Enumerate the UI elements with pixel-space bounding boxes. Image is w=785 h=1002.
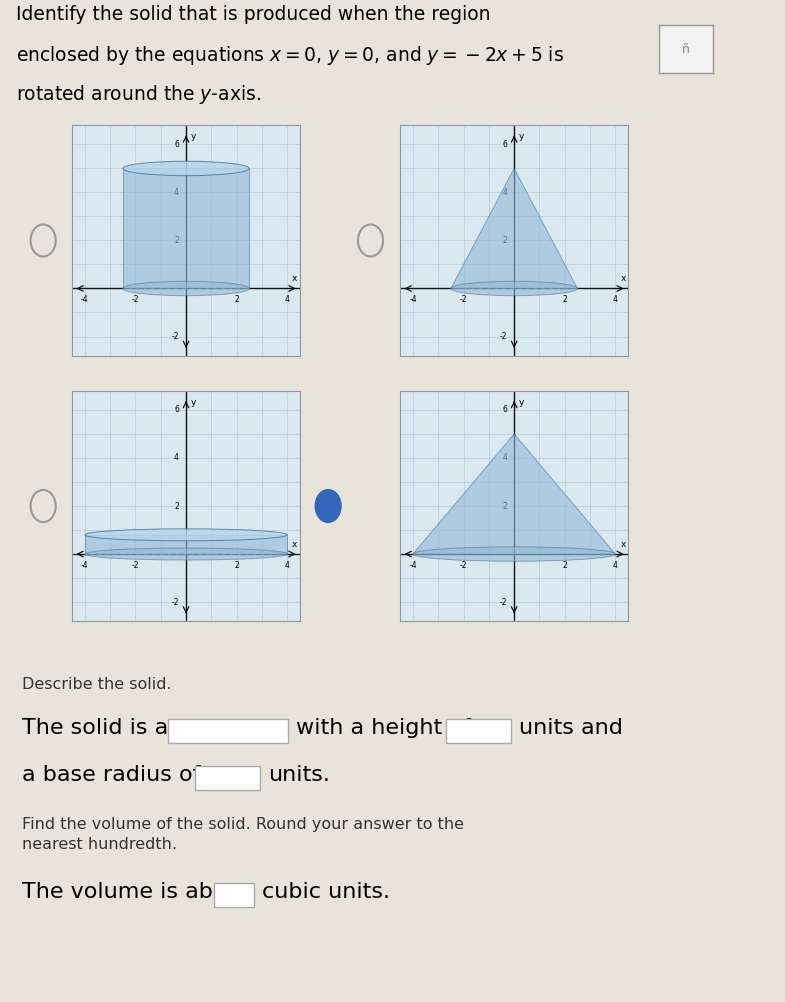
Text: y: y [519, 398, 524, 407]
Text: y: y [519, 132, 524, 141]
Text: -2: -2 [171, 597, 179, 606]
Text: 4: 4 [613, 296, 618, 305]
Text: 2: 2 [502, 236, 507, 244]
Text: 2: 2 [562, 296, 567, 305]
Text: Identify the solid that is produced when the region: Identify the solid that is produced when… [16, 5, 490, 24]
Text: -2: -2 [132, 296, 139, 305]
Text: -4: -4 [81, 296, 89, 305]
Ellipse shape [122, 282, 250, 296]
Text: ◇: ◇ [274, 723, 283, 733]
Text: cone: cone [175, 720, 214, 735]
Text: 4: 4 [502, 454, 507, 463]
Text: -2: -2 [132, 561, 139, 570]
Text: rotated around the $y$-axis.: rotated around the $y$-axis. [16, 83, 261, 106]
FancyBboxPatch shape [195, 767, 260, 791]
Text: -2: -2 [460, 296, 467, 305]
Text: -2: -2 [499, 597, 507, 606]
Text: y: y [191, 398, 196, 407]
Ellipse shape [122, 161, 250, 175]
Circle shape [316, 490, 341, 522]
Text: x: x [292, 275, 298, 284]
Text: ñ: ñ [682, 43, 690, 55]
FancyBboxPatch shape [214, 883, 254, 907]
Text: x: x [292, 540, 298, 549]
Text: 4: 4 [285, 296, 290, 305]
Text: nearest hundredth.: nearest hundredth. [22, 837, 177, 852]
Ellipse shape [85, 548, 287, 560]
Ellipse shape [413, 547, 615, 561]
Text: -2: -2 [499, 332, 507, 341]
Text: -4: -4 [409, 561, 417, 570]
Text: The solid is a: The solid is a [22, 718, 168, 738]
Text: x: x [620, 275, 626, 284]
Text: 2: 2 [174, 502, 179, 510]
Text: x: x [620, 540, 626, 549]
Text: ◇: ◇ [246, 771, 254, 781]
Text: with a height of: with a height of [296, 718, 471, 738]
Text: 6: 6 [174, 406, 179, 415]
Text: units and: units and [519, 718, 623, 738]
FancyBboxPatch shape [168, 719, 288, 743]
Text: ◇: ◇ [497, 723, 506, 733]
Text: a base radius of: a base radius of [22, 766, 200, 786]
Text: 6: 6 [502, 140, 507, 149]
Ellipse shape [85, 529, 287, 541]
Polygon shape [413, 434, 615, 554]
Text: 6: 6 [174, 140, 179, 149]
Text: -4: -4 [81, 561, 89, 570]
Text: 4: 4 [174, 188, 179, 197]
Text: 4: 4 [502, 188, 507, 197]
Text: 2: 2 [174, 236, 179, 244]
Text: 4: 4 [285, 561, 290, 570]
Text: -2: -2 [460, 561, 467, 570]
Text: units.: units. [268, 766, 330, 786]
Text: 2: 2 [502, 502, 507, 510]
Ellipse shape [451, 282, 578, 296]
FancyBboxPatch shape [446, 719, 511, 743]
Text: 6: 6 [502, 406, 507, 415]
Text: 4: 4 [613, 561, 618, 570]
Polygon shape [122, 168, 250, 289]
Text: y: y [191, 132, 196, 141]
Text: Describe the solid.: Describe the solid. [22, 677, 172, 692]
Text: -4: -4 [409, 296, 417, 305]
Text: cubic units.: cubic units. [262, 882, 390, 902]
Polygon shape [85, 535, 287, 554]
Text: 2: 2 [234, 296, 239, 305]
Text: 2: 2 [562, 561, 567, 570]
Polygon shape [451, 168, 578, 289]
Text: -2: -2 [171, 332, 179, 341]
Text: 2: 2 [234, 561, 239, 570]
Text: enclosed by the equations $x=0$, $y=0$, and $y=-2x+5$ is: enclosed by the equations $x=0$, $y=0$, … [16, 44, 564, 67]
Text: Find the volume of the solid. Round your answer to the: Find the volume of the solid. Round your… [22, 818, 464, 833]
Text: The volume is about: The volume is about [22, 882, 250, 902]
Text: 4: 4 [174, 454, 179, 463]
